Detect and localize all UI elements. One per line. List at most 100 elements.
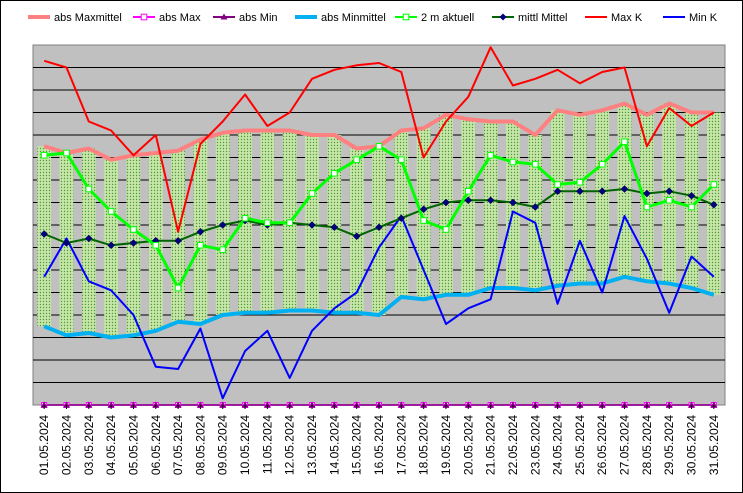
x-tick-label: 19.05.2024 <box>439 415 453 475</box>
point-mittl-mittel <box>598 187 607 196</box>
x-tick-label: 13.05.2024 <box>305 415 319 475</box>
x-tick-label: 10.05.2024 <box>238 415 252 475</box>
point-abs-min <box>286 401 294 408</box>
point-2-m-aktuell <box>308 190 316 197</box>
x-tick-label: 12.05.2024 <box>283 415 297 475</box>
range-band <box>550 110 565 286</box>
point-abs-min <box>40 401 48 408</box>
range-band <box>528 135 543 291</box>
x-tick-label: 23.05.2024 <box>528 415 542 475</box>
point-abs-min <box>107 401 115 408</box>
range-band <box>461 119 476 295</box>
legend-label-2-m-aktuell: 2 m aktuell <box>421 12 474 24</box>
legend-label-mittl-mittel: mittl Mittel <box>518 12 568 24</box>
range-band <box>171 150 186 322</box>
x-tick-label: 29.05.2024 <box>662 415 676 475</box>
series-line-abs-minmittel <box>43 274 715 340</box>
point-2-m-aktuell <box>174 284 182 292</box>
legend-marker-mittl-mittel <box>499 13 507 21</box>
x-axis-ticks: 01.05.2024 02.05.2024 03.05.2024 04.05.2024… <box>37 405 721 475</box>
x-tick-label: 30.05.2024 <box>685 415 699 475</box>
x-tick-label: 07.05.2024 <box>171 415 185 475</box>
point-mittl-mittel <box>643 189 651 198</box>
x-tick-label: 14.05.2024 <box>327 415 341 475</box>
point-2-m-aktuell <box>264 219 271 227</box>
legend-marker-abs-max <box>140 13 148 21</box>
range-band <box>639 114 654 282</box>
point-abs-min <box>397 401 405 408</box>
point-abs-min <box>420 401 428 408</box>
x-tick-label: 04.05.2024 <box>104 415 118 475</box>
point-2-m-aktuell <box>40 151 48 159</box>
point-abs-min <box>621 401 629 408</box>
x-tick-label: 08.05.2024 <box>193 415 207 475</box>
x-tick-label: 15.05.2024 <box>350 415 364 475</box>
legend-marker-2-m-aktuell <box>402 13 410 21</box>
point-abs-min <box>375 401 383 408</box>
chart-legend: abs Maxmittel abs Max abs Min abs Minmittel… <box>28 12 718 24</box>
x-tick-label: 21.05.2024 <box>484 415 498 475</box>
point-mittl-mittel <box>419 205 428 214</box>
range-band <box>595 110 610 284</box>
point-2-m-aktuell <box>710 181 718 188</box>
point-abs-min <box>353 401 361 408</box>
point-abs-min <box>219 401 227 408</box>
legend-label-abs-min: abs Min <box>239 12 278 24</box>
point-2-m-aktuell <box>286 219 294 227</box>
point-abs-min <box>710 401 718 408</box>
point-mittl-mittel <box>709 200 718 209</box>
x-tick-label: 28.05.2024 <box>640 415 654 475</box>
point-mittl-mittel <box>352 232 361 241</box>
point-abs-min <box>665 401 673 408</box>
point-abs-min <box>196 401 204 408</box>
legend-marker-abs-min <box>220 13 228 20</box>
point-abs-min <box>263 401 271 408</box>
point-2-m-aktuell <box>107 208 115 215</box>
point-mittl-mittel <box>308 221 316 229</box>
point-2-m-aktuell <box>509 158 517 166</box>
point-2-m-aktuell <box>464 187 472 195</box>
point-mittl-mittel <box>40 230 49 238</box>
x-tick-label: 09.05.2024 <box>216 415 230 475</box>
x-tick-label: 02.05.2024 <box>59 415 73 475</box>
x-tick-label: 31.05.2024 <box>707 415 721 475</box>
point-abs-min <box>598 401 606 408</box>
x-tick-label: 11.05.2024 <box>260 415 274 474</box>
point-2-m-aktuell <box>398 156 405 164</box>
point-mittl-mittel <box>531 203 540 211</box>
series-line-max-k <box>43 46 715 233</box>
point-mittl-mittel <box>464 196 473 205</box>
x-tick-label: 17.05.2024 <box>394 415 408 475</box>
point-abs-min <box>152 401 160 408</box>
point-abs-min <box>487 401 495 408</box>
point-abs-min <box>330 401 338 408</box>
point-2-m-aktuell <box>152 241 160 249</box>
point-mittl-mittel <box>174 236 182 245</box>
point-2-m-aktuell <box>621 138 628 146</box>
point-2-m-aktuell <box>85 185 93 193</box>
point-2-m-aktuell <box>688 203 695 211</box>
x-tick-label: 16.05.2024 <box>372 415 386 475</box>
x-tick-label: 20.05.2024 <box>461 415 475 475</box>
point-abs-min <box>531 401 539 408</box>
point-abs-min <box>509 401 517 408</box>
series-line-min-k <box>43 210 715 400</box>
range-band <box>572 114 587 284</box>
point-abs-min <box>174 401 182 408</box>
x-tick-label: 03.05.2024 <box>82 415 96 475</box>
point-mittl-mittel <box>330 223 339 232</box>
point-mittl-mittel <box>196 227 205 236</box>
point-2-m-aktuell <box>353 156 360 164</box>
legend-label-abs-maxmittel: abs Maxmittel <box>54 12 122 24</box>
legend-label-max-k: Max K <box>611 12 643 24</box>
legend-label-abs-minmittel: abs Minmittel <box>321 12 386 24</box>
range-band <box>684 112 699 288</box>
point-mittl-mittel <box>62 239 71 247</box>
point-mittl-mittel <box>620 185 629 193</box>
point-2-m-aktuell <box>442 226 450 233</box>
x-tick-label: 01.05.2024 <box>37 415 51 475</box>
point-2-m-aktuell <box>331 169 338 177</box>
point-mittl-mittel <box>509 198 517 207</box>
point-mittl-mittel <box>665 187 674 196</box>
